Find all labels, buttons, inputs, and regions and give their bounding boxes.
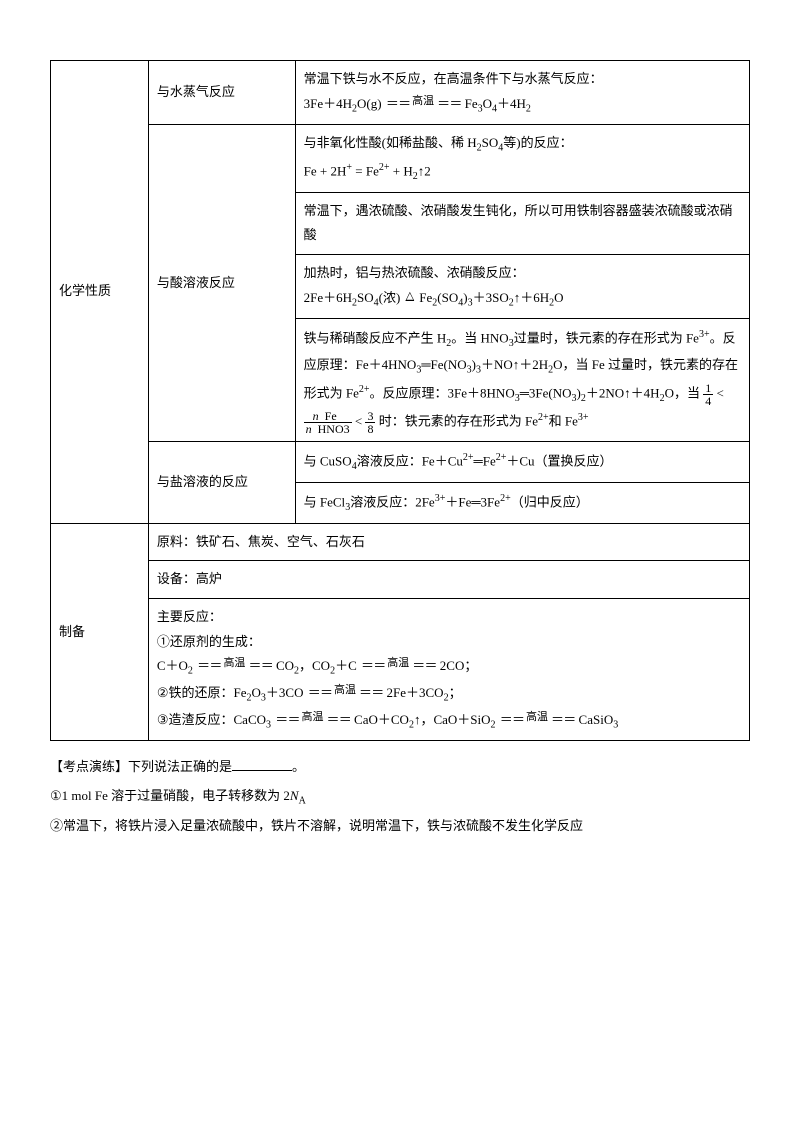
exercise-item: ②常温下，将铁片浸入足量浓硫酸中，铁片不溶解，说明常温下，铁与浓硫酸不发生化学反…	[50, 812, 750, 841]
fraction: 38	[365, 410, 375, 435]
content-cell: 与非氧化性酸(如稀盐酸、稀 H2SO4等)的反应： Fe + 2H+ = Fe2…	[295, 125, 749, 193]
table-row: 主要反应： ①还原剂的生成： C＋O2 ＝ ＝高温＝ ＝ CO2，CO2＋C ＝…	[51, 598, 750, 740]
exercise-section: 【考点演练】下列说法正确的是。 ①1 mol Fe 溶于过量硝酸，电子转移数为 …	[50, 753, 750, 841]
reaction-1-label: ①还原剂的生成：	[157, 634, 261, 649]
exercise-prompt: 【考点演练】下列说法正确的是。	[50, 753, 750, 782]
exercise-label: 【考点演练】下列说法正确的是	[50, 759, 232, 774]
fraction: n Fe n HNO3	[304, 410, 352, 435]
subcategory-cell: 与酸溶液反应	[148, 125, 295, 441]
content-cell: 常温下，遇浓硫酸、浓硝酸发生钝化，所以可用铁制容器盛装浓硫酸或浓硝酸	[295, 192, 749, 254]
blank-line	[232, 758, 292, 771]
content-cell: 铁与稀硝酸反应不产生 H2。当 HNO3过量时，铁元素的存在形式为 Fe3+。反…	[295, 319, 749, 441]
content-cell: 原料：铁矿石、焦炭、空气、石灰石	[148, 523, 749, 561]
content-cell: 常温下铁与水不反应，在高温条件下与水蒸气反应： 3Fe＋4H2O(g) ＝ ＝高…	[295, 61, 749, 125]
table-row: 化学性质 与水蒸气反应 常温下铁与水不反应，在高温条件下与水蒸气反应： 3Fe＋…	[51, 61, 750, 125]
content-cell: 与 CuSO4溶液反应：Fe＋Cu2+═Fe2+＋Cu（置换反应）	[295, 441, 749, 482]
reaction-2-label: ②铁的还原：	[157, 685, 234, 700]
fraction: 14	[703, 382, 713, 407]
subcategory-cell: 与水蒸气反应	[148, 61, 295, 125]
content-cell: 加热时，铝与热浓硫酸、浓硝酸反应： 2Fe＋6H2SO4(浓) △ Fe2(SO…	[295, 255, 749, 319]
table-row: 制备 原料：铁矿石、焦炭、空气、石灰石	[51, 523, 750, 561]
content-cell: 设备：高炉	[148, 561, 749, 599]
content-cell: 主要反应： ①还原剂的生成： C＋O2 ＝ ＝高温＝ ＝ CO2，CO2＋C ＝…	[148, 598, 749, 740]
subcategory-cell: 与盐溶液的反应	[148, 441, 295, 523]
category-cell: 化学性质	[51, 61, 149, 524]
exercise-item: ①1 mol Fe 溶于过量硝酸，电子转移数为 2NA	[50, 782, 750, 813]
category-cell: 制备	[51, 523, 149, 741]
table-row: 与酸溶液反应 与非氧化性酸(如稀盐酸、稀 H2SO4等)的反应： Fe + 2H…	[51, 125, 750, 193]
reactions-intro: 主要反应：	[157, 609, 222, 624]
chemistry-table: 化学性质 与水蒸气反应 常温下铁与水不反应，在高温条件下与水蒸气反应： 3Fe＋…	[50, 60, 750, 741]
table-row: 设备：高炉	[51, 561, 750, 599]
table-row: 与盐溶液的反应 与 CuSO4溶液反应：Fe＋Cu2+═Fe2+＋Cu（置换反应…	[51, 441, 750, 482]
content-cell: 与 FeCl3溶液反应：2Fe3+＋Fe═3Fe2+（归中反应）	[295, 482, 749, 523]
reaction-3-label: ③造渣反应：	[157, 712, 234, 727]
